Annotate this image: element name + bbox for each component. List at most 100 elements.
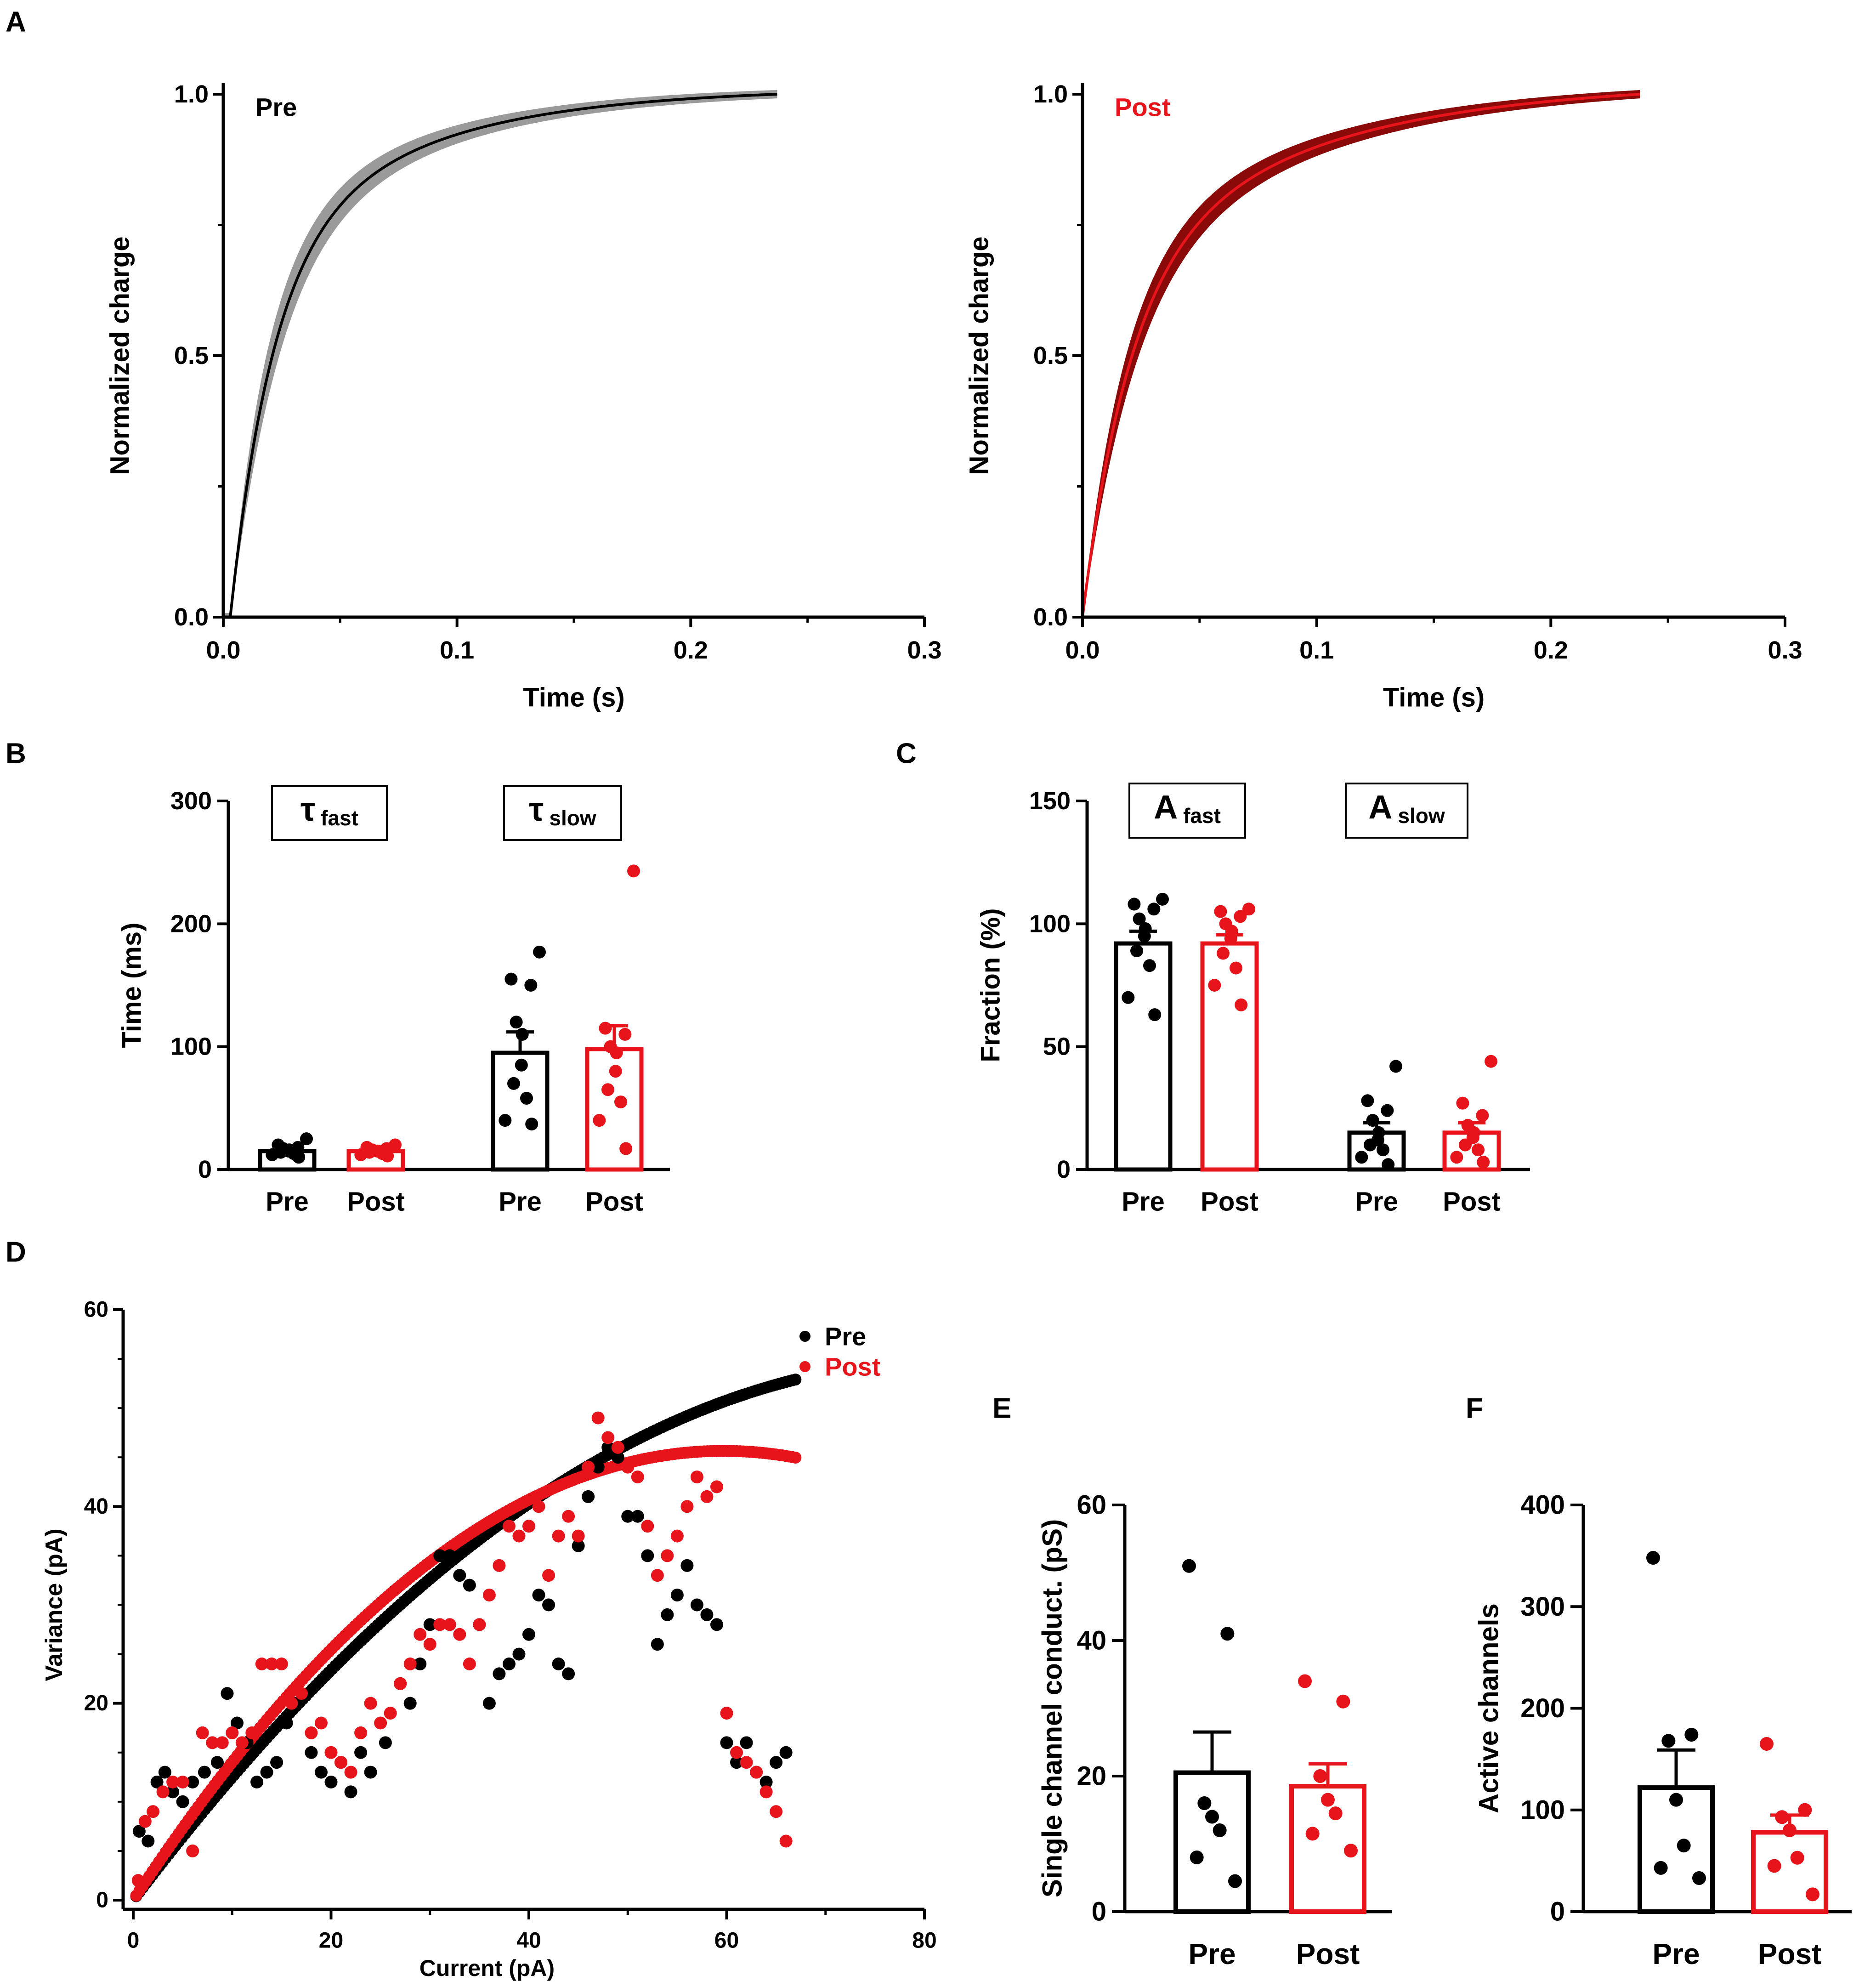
data-point [1654,1861,1668,1875]
data-point [1767,1859,1781,1873]
x-category-label: Pre [1122,1187,1165,1217]
data-point [493,1667,506,1680]
data-point [280,1716,293,1730]
data-point [641,1549,654,1562]
data-point [502,1658,516,1670]
data-point [1220,1627,1235,1641]
data-point [1122,991,1135,1004]
data-point [599,1022,612,1035]
data-point [680,1559,694,1572]
x-axis-label: Time (s) [1383,683,1485,713]
group-title-box [271,785,388,841]
data-point [552,1658,565,1670]
y-tick-label: 100 [1520,1795,1565,1825]
x-axis-label: Current (pA) [419,1955,555,1981]
data-point [344,1785,357,1799]
y-tick-label: 0 [198,1156,212,1183]
x-category-label: Post [1758,1937,1822,1970]
data-point [621,1460,635,1474]
x-category-label: Pre [1188,1937,1236,1970]
data-point [443,1618,456,1631]
data-point [443,1549,456,1562]
data-point [730,1756,743,1769]
data-point [1355,1151,1368,1164]
data-point [532,1589,545,1602]
sem-band [1083,90,1640,617]
x-tick-label: 80 [912,1929,936,1953]
y-tick-label: 50 [1043,1033,1071,1061]
data-point [215,1736,229,1749]
data-point [779,1834,793,1848]
data-point [651,1638,664,1651]
data-point [1321,1793,1335,1807]
data-point [1298,1674,1312,1688]
data-point [601,1083,614,1096]
x-category-label: Post [1296,1937,1360,1970]
data-point [1783,1823,1797,1837]
data-point [507,1077,520,1090]
data-point [482,1589,496,1602]
chart-a-post: 0.0 0.1 0.2 0.3 0.0 0.5 1.0 Time (s) Normalized … [964,80,1802,713]
x-axis-label: Time (s) [523,683,624,713]
data-point [147,1805,160,1818]
data-point [295,1687,308,1700]
data-point [1235,998,1248,1011]
y-tick-label: 150 [1029,787,1071,815]
data-point [433,1618,447,1631]
x-category-label: Post [1443,1187,1501,1217]
data-point [1133,912,1146,925]
x-tick-label: 0.0 [1065,636,1100,664]
data-point [255,1658,268,1670]
data-point [532,1500,545,1513]
data-point [156,1785,170,1799]
group-title-subscript: slow [549,806,596,830]
panel-letter-a: A [6,6,26,38]
data-point [1143,959,1156,972]
data-point [582,1490,595,1503]
y-tick-label: 400 [1520,1490,1565,1520]
panel-letter-b: B [6,738,26,770]
data-point [305,1746,318,1759]
data-point [231,1716,244,1730]
data-point [453,1628,466,1641]
data-point [700,1490,714,1503]
data-point [1336,1694,1350,1709]
data-point [1790,1851,1804,1865]
panel-letter-d: D [6,1237,26,1268]
data-point [206,1736,219,1749]
data-point [1476,1109,1489,1122]
data-point [414,1658,427,1670]
data-point [1760,1737,1774,1751]
data-point [176,1776,189,1788]
legend-label-pre: Pre [825,1322,866,1351]
data-point [562,1510,575,1523]
data-point [499,1114,512,1127]
data-point [403,1658,417,1670]
data-point [158,1766,171,1779]
bar [1114,941,1173,1172]
data-point [1450,1151,1463,1164]
panel-letter-e: E [992,1393,1011,1425]
legend-marker-pre [799,1331,810,1342]
y-axis-label: Normalized charge [964,237,994,475]
data-point [631,1510,644,1523]
data-point [1381,1104,1394,1117]
data-point [611,1451,624,1464]
data-point [132,1825,146,1838]
data-point [221,1687,234,1700]
bar [1200,941,1259,1172]
data-point [525,1118,538,1131]
data-point [520,1091,533,1105]
data-point [1148,1008,1162,1022]
data-point [1389,1060,1402,1073]
data-point [1798,1803,1812,1817]
group-title-subscript: fast [1183,804,1221,828]
data-point [196,1726,209,1739]
x-tick-label: 0.1 [1299,636,1334,664]
legend-marker-post [799,1361,810,1372]
data-point [542,1569,555,1582]
data-point [651,1569,664,1582]
y-axis-label: Active channels [1474,1603,1504,1813]
